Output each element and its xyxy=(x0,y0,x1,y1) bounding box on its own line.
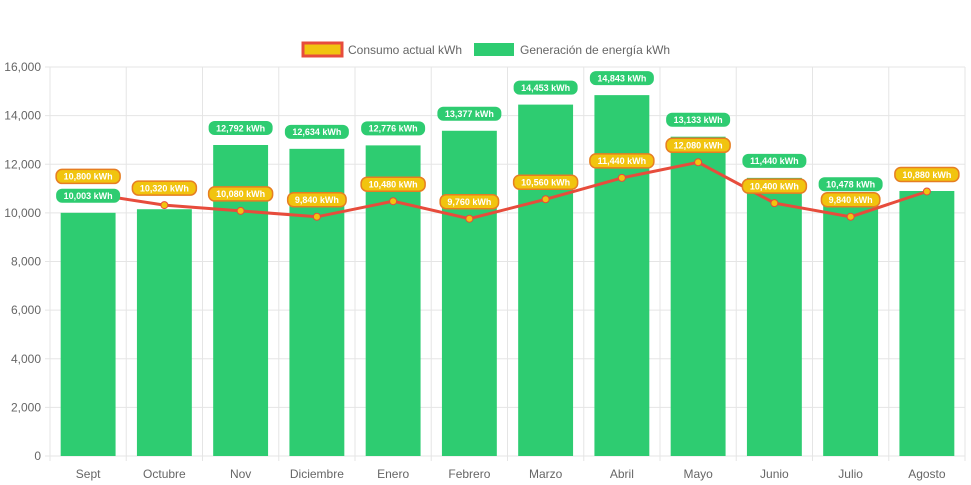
generation-data-label: 12,634 kWh xyxy=(292,127,341,137)
generation-data-label: 12,776 kWh xyxy=(369,124,418,134)
consumption-data-label: 9,840 kWh xyxy=(295,195,339,205)
legend-consumption-swatch[interactable] xyxy=(301,41,344,58)
consumption-data-label-bg xyxy=(131,180,198,196)
x-tick-label: Enero xyxy=(377,467,409,481)
y-tick-label: 16,000 xyxy=(4,60,41,74)
consumption-data-label-bg xyxy=(439,193,500,210)
generation-bar[interactable] xyxy=(899,190,955,456)
generation-data-label: 12,792 kWh xyxy=(216,123,265,133)
consumption-point[interactable] xyxy=(694,158,703,167)
consumption-line-path xyxy=(87,160,928,221)
generation-bars xyxy=(60,95,955,457)
x-tick-label: Sept xyxy=(76,467,101,481)
generation-bar[interactable] xyxy=(365,145,421,457)
x-tick-label: Marzo xyxy=(529,467,563,481)
x-tick-label: Diciembre xyxy=(290,467,344,481)
generation-data-label-bg xyxy=(437,106,502,121)
consumption-point[interactable] xyxy=(541,195,550,204)
generation-data-label-bg xyxy=(742,153,807,168)
generation-data-label: 10,478 kWh xyxy=(826,180,875,190)
consumption-data-label: 12,080 kWh xyxy=(674,141,723,151)
legend-consumption-label[interactable]: Consumo actual kWh xyxy=(348,43,462,57)
consumption-data-label: 9,760 kWh xyxy=(447,197,491,207)
y-tick-label: 14,000 xyxy=(4,109,41,123)
consumption-point[interactable] xyxy=(312,212,321,221)
consumption-point[interactable] xyxy=(465,214,474,223)
generation-bar[interactable] xyxy=(518,104,574,456)
x-tick-label: Febrero xyxy=(448,467,490,481)
consumption-data-label-bg xyxy=(286,192,347,208)
consumption-data-label-bg xyxy=(512,174,579,191)
generation-data-label-bg xyxy=(818,177,883,192)
generation-data-label-bg xyxy=(208,120,273,135)
consumption-data-label: 10,480 kWh xyxy=(369,180,418,190)
x-tick-label: Julio xyxy=(838,467,863,481)
generation-bar[interactable] xyxy=(670,136,726,457)
consumption-data-label-bg xyxy=(665,137,731,154)
generation-data-label: 14,843 kWh xyxy=(597,73,646,83)
generation-data-label-bg xyxy=(666,112,731,127)
consumption-data-label: 9,840 kWh xyxy=(829,195,873,205)
grid xyxy=(45,66,966,461)
legend-generation-swatch[interactable] xyxy=(474,43,514,56)
generation-data-label: 13,377 kWh xyxy=(445,109,494,119)
data-labels: 10,003 kWh 12,792 kWh 12,634 kWh 12,776 kWh… xyxy=(55,71,960,210)
x-tick-label: Agosto xyxy=(908,467,946,481)
generation-bar[interactable] xyxy=(594,95,650,456)
consumption-point[interactable] xyxy=(846,212,855,221)
generation-bar[interactable] xyxy=(441,130,497,457)
consumption-data-label-bg xyxy=(360,176,426,192)
consumption-data-label-bg xyxy=(741,178,808,194)
axes: 0 2,000 4,000 6,000 8,000 10,000 12,000 14,000 1… xyxy=(4,60,946,481)
x-tick-label: Abril xyxy=(610,467,634,481)
generation-bar[interactable] xyxy=(60,212,116,456)
x-tick-label: Nov xyxy=(230,467,251,481)
consumption-data-label: 10,080 kWh xyxy=(216,189,265,199)
consumption-data-label: 10,400 kWh xyxy=(750,181,799,191)
generation-data-label: 14,453 kWh xyxy=(521,83,570,93)
x-tick-label: Junio xyxy=(760,467,789,481)
y-tick-label: 10,000 xyxy=(4,206,41,220)
x-tick-label: Mayo xyxy=(683,467,713,481)
y-tick-label: 6,000 xyxy=(11,303,41,317)
consumption-point[interactable] xyxy=(236,206,245,215)
generation-bar[interactable] xyxy=(823,201,879,456)
generation-data-label-bg xyxy=(56,188,121,203)
y-tick-label: 12,000 xyxy=(4,157,41,171)
y-tick-label: 0 xyxy=(34,449,41,463)
generation-bar[interactable] xyxy=(136,209,192,456)
consumption-data-label-bg xyxy=(589,153,655,169)
consumption-point[interactable] xyxy=(922,187,931,196)
y-tick-label: 8,000 xyxy=(11,255,41,269)
consumption-point[interactable] xyxy=(770,199,779,208)
consumption-point[interactable] xyxy=(389,197,398,206)
y-tick-label: 4,000 xyxy=(11,352,41,366)
consumption-data-label-bg xyxy=(820,192,881,208)
consumption-data-label: 11,440 kWh xyxy=(598,156,647,166)
x-tick-label: Octubre xyxy=(143,467,186,481)
consumption-data-label-bg xyxy=(55,168,121,185)
generation-data-label-bg xyxy=(361,121,426,136)
legend-generation-label[interactable]: Generación de energía kWh xyxy=(520,43,670,57)
generation-bar[interactable] xyxy=(746,177,802,457)
generation-data-label: 13,133 kWh xyxy=(674,115,723,125)
consumption-data-label-bg xyxy=(894,166,960,183)
y-tick-label: 2,000 xyxy=(11,400,41,414)
consumption-point[interactable] xyxy=(617,173,626,182)
consumption-data-label: 10,880 kWh xyxy=(902,170,951,180)
generation-data-label-bg xyxy=(589,71,654,86)
generation-data-label: 11,440 kWh xyxy=(750,156,799,166)
consumption-point[interactable] xyxy=(160,201,169,210)
generation-data-label-bg xyxy=(284,124,349,139)
generation-data-label: 10,003 kWh xyxy=(64,191,113,201)
consumption-data-label: 10,800 kWh xyxy=(64,172,113,182)
legend: Consumo actual kWh Generación de energía… xyxy=(301,41,670,58)
consumption-data-label: 10,320 kWh xyxy=(140,183,189,193)
consumption-data-label-bg xyxy=(207,186,274,202)
consumption-data-label: 10,560 kWh xyxy=(521,178,570,188)
generation-data-label-bg xyxy=(513,80,578,95)
